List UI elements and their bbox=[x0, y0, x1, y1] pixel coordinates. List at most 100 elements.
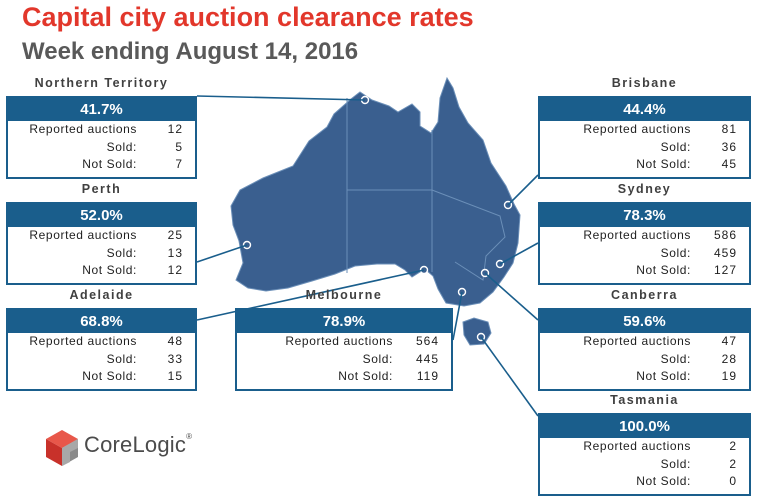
city-card-sydney: 78.3% Reported auctions 586 Sold: 459 Not … bbox=[538, 202, 751, 285]
row-not-sold: Not Sold: 0 bbox=[540, 473, 749, 491]
leader-line-northern-territory bbox=[196, 95, 366, 101]
city-name-sydney: Sydney bbox=[617, 182, 672, 196]
reported-label: Reported auctions bbox=[583, 439, 691, 453]
reported-value: 12 bbox=[167, 122, 183, 136]
row-reported: Reported auctions 48 bbox=[8, 333, 195, 351]
clearance-rate: 78.9% bbox=[237, 310, 451, 333]
city-name-adelaide: Adelaide bbox=[69, 288, 134, 302]
reported-label: Reported auctions bbox=[29, 228, 137, 242]
brand-name: CoreLogic bbox=[84, 432, 187, 457]
corelogic-cube-icon bbox=[46, 430, 78, 466]
not-sold-value: 19 bbox=[721, 369, 737, 383]
not-sold-label: Not Sold: bbox=[82, 263, 137, 277]
not-sold-value: 12 bbox=[167, 263, 183, 277]
row-sold: Sold: 28 bbox=[540, 351, 749, 369]
row-sold: Sold: 5 bbox=[8, 139, 195, 157]
row-not-sold: Not Sold: 119 bbox=[237, 368, 451, 386]
not-sold-value: 119 bbox=[416, 369, 439, 383]
row-reported: Reported auctions 25 bbox=[8, 227, 195, 245]
city-name-tasmania: Tasmania bbox=[610, 393, 679, 407]
leader-line-perth bbox=[196, 244, 248, 263]
row-reported: Reported auctions 564 bbox=[237, 333, 451, 351]
row-sold: Sold: 459 bbox=[540, 245, 749, 263]
not-sold-value: 0 bbox=[729, 474, 737, 488]
not-sold-label: Not Sold: bbox=[636, 474, 691, 488]
reported-value: 81 bbox=[721, 122, 737, 136]
row-not-sold: Not Sold: 15 bbox=[8, 368, 195, 386]
reported-value: 48 bbox=[167, 334, 183, 348]
reported-label: Reported auctions bbox=[29, 334, 137, 348]
row-sold: Sold: 13 bbox=[8, 245, 195, 263]
sold-value: 2 bbox=[729, 456, 737, 471]
sold-label: Sold: bbox=[362, 351, 393, 366]
not-sold-value: 15 bbox=[167, 369, 183, 383]
row-not-sold: Not Sold: 7 bbox=[8, 156, 195, 174]
sold-label: Sold: bbox=[106, 139, 137, 154]
clearance-rate: 44.4% bbox=[540, 98, 749, 121]
city-card-canberra: 59.6% Reported auctions 47 Sold: 28 Not So… bbox=[538, 308, 751, 391]
clearance-rate: 41.7% bbox=[8, 98, 195, 121]
leader-line-adelaide bbox=[196, 269, 425, 321]
row-reported: Reported auctions 586 bbox=[540, 227, 749, 245]
clearance-rate: 78.3% bbox=[540, 204, 749, 227]
not-sold-label: Not Sold: bbox=[82, 157, 137, 171]
leader-line-brisbane bbox=[507, 174, 539, 206]
sold-label: Sold: bbox=[660, 139, 691, 154]
clearance-rate: 59.6% bbox=[540, 310, 749, 333]
row-reported: Reported auctions 2 bbox=[540, 438, 749, 456]
chart-subtitle: Week ending August 14, 2016 bbox=[22, 38, 359, 65]
sold-label: Sold: bbox=[660, 245, 691, 260]
sold-value: 13 bbox=[167, 245, 183, 260]
city-card-melbourne: 78.9% Reported auctions 564 Sold: 445 Not … bbox=[235, 308, 453, 391]
state-borders bbox=[346, 98, 506, 281]
corelogic-logo: CoreLogic® bbox=[44, 426, 224, 470]
not-sold-label: Not Sold: bbox=[636, 263, 691, 277]
sold-value: 5 bbox=[175, 139, 183, 154]
clearance-rate: 100.0% bbox=[540, 415, 749, 438]
not-sold-label: Not Sold: bbox=[82, 369, 137, 383]
sold-label: Sold: bbox=[106, 245, 137, 260]
chart-title: Capital city auction clearance rates bbox=[22, 2, 474, 32]
australia-mainland-shape bbox=[230, 76, 521, 307]
reported-value: 2 bbox=[729, 439, 737, 453]
city-card-brisbane: 44.4% Reported auctions 81 Sold: 36 Not So… bbox=[538, 96, 751, 179]
sold-label: Sold: bbox=[660, 351, 691, 366]
row-sold: Sold: 445 bbox=[237, 351, 451, 369]
reported-label: Reported auctions bbox=[583, 228, 691, 242]
reported-value: 586 bbox=[713, 228, 737, 242]
city-name-melbourne: Melbourne bbox=[305, 288, 383, 302]
sold-label: Sold: bbox=[106, 351, 137, 366]
not-sold-value: 45 bbox=[721, 157, 737, 171]
city-name-perth: Perth bbox=[81, 182, 122, 196]
sold-value: 445 bbox=[415, 351, 439, 366]
corelogic-wordmark: CoreLogic® bbox=[84, 432, 192, 458]
row-sold: Sold: 36 bbox=[540, 139, 749, 157]
city-name-northern-territory: Northern Territory bbox=[34, 76, 169, 90]
not-sold-value: 7 bbox=[175, 157, 183, 171]
reported-value: 25 bbox=[167, 228, 183, 242]
not-sold-label: Not Sold: bbox=[338, 369, 393, 383]
reported-value: 47 bbox=[721, 334, 737, 348]
row-not-sold: Not Sold: 12 bbox=[8, 262, 195, 280]
not-sold-label: Not Sold: bbox=[636, 157, 691, 171]
row-sold: Sold: 33 bbox=[8, 351, 195, 369]
row-not-sold: Not Sold: 45 bbox=[540, 156, 749, 174]
leader-line-melbourne bbox=[452, 291, 463, 341]
city-card-northern-territory: 41.7% Reported auctions 12 Sold: 5 Not Sol… bbox=[6, 96, 197, 179]
sold-value: 459 bbox=[713, 245, 737, 260]
not-sold-label: Not Sold: bbox=[636, 369, 691, 383]
row-not-sold: Not Sold: 127 bbox=[540, 262, 749, 280]
city-name-canberra: Canberra bbox=[611, 288, 678, 302]
city-name-brisbane: Brisbane bbox=[611, 76, 678, 90]
reported-label: Reported auctions bbox=[583, 334, 691, 348]
city-card-perth: 52.0% Reported auctions 25 Sold: 13 Not So… bbox=[6, 202, 197, 285]
city-card-tasmania: 100.0% Reported auctions 2 Sold: 2 Not Sol… bbox=[538, 413, 751, 496]
sold-label: Sold: bbox=[660, 456, 691, 471]
row-reported: Reported auctions 47 bbox=[540, 333, 749, 351]
row-reported: Reported auctions 12 bbox=[8, 121, 195, 139]
leader-line-canberra bbox=[484, 272, 539, 321]
leader-lines bbox=[196, 95, 539, 417]
row-sold: Sold: 2 bbox=[540, 456, 749, 474]
sold-value: 36 bbox=[721, 139, 737, 154]
